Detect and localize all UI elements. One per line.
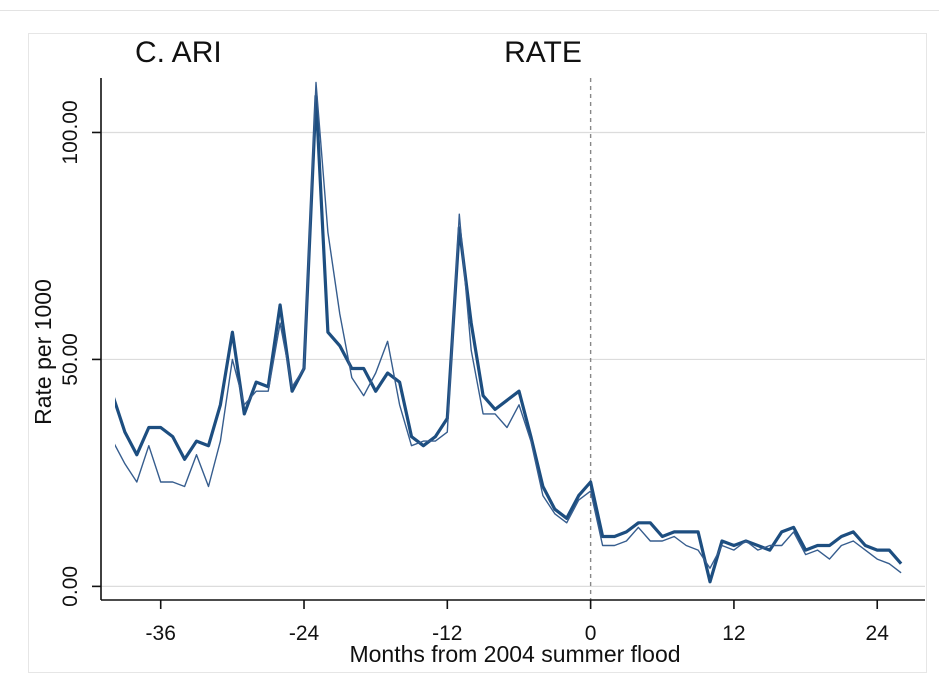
x-tick-label-1: -24: [289, 622, 320, 645]
x-tick-label-2: -12: [432, 622, 462, 645]
chart-title: RATE: [504, 36, 582, 69]
y-tick-label-0: 0.00: [59, 566, 82, 607]
x-tick-label-0: -36: [146, 622, 176, 645]
x-axis-title: Months from 2004 summer flood: [349, 641, 680, 667]
gridlines: [101, 131, 925, 587]
y-axis-title: Rate per 1000: [30, 279, 56, 425]
x-tick-label-3: 0: [585, 622, 597, 645]
axis-ticks: -36 -24 -12 0 12 24 0.00 50.00 100.00: [59, 100, 889, 645]
x-tick-label-4: 12: [722, 622, 745, 645]
series-lines: [115, 81, 903, 584]
y-tick-label-1: 50.00: [59, 333, 82, 386]
series-line-0: [115, 94, 903, 584]
x-tick-label-5: 24: [866, 622, 890, 645]
series-line-1: [115, 81, 902, 574]
y-tick-label-2: 100.00: [59, 100, 82, 164]
panel-title: C. ARI: [135, 36, 222, 69]
plot-panel-border: [28, 33, 927, 673]
figure-border: [0, 10, 939, 690]
